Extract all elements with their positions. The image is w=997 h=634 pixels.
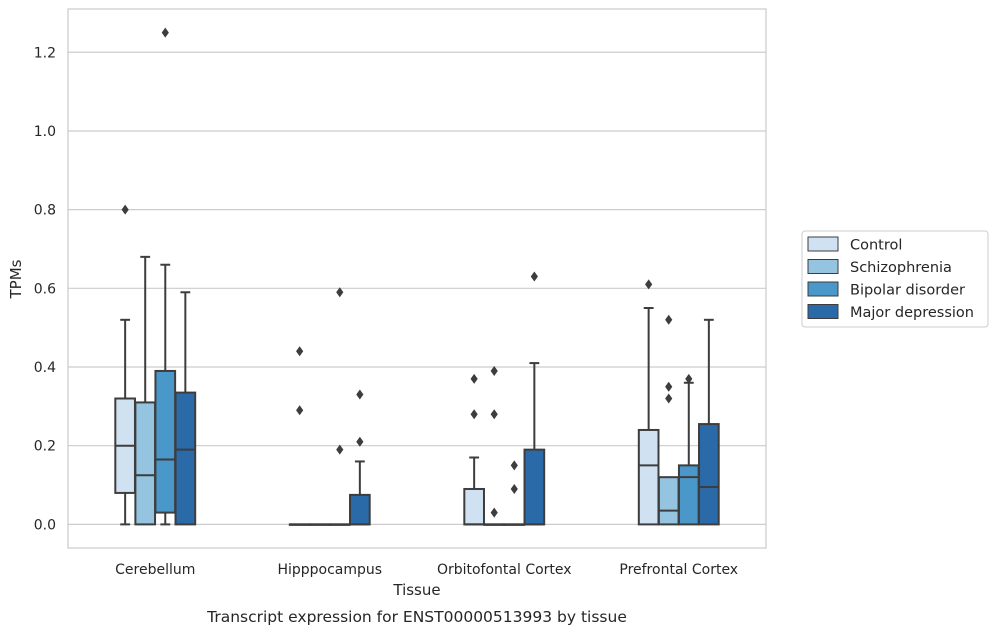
plot-frame <box>67 8 767 549</box>
outlier-point <box>121 204 129 215</box>
y-tick-label: 0.6 <box>34 281 56 297</box>
box-3-0 <box>174 291 197 526</box>
outlier-point <box>645 279 653 290</box>
outlier-point <box>490 409 498 420</box>
legend-swatch <box>807 304 839 319</box>
x-tick-label: Cerebellum <box>115 562 195 578</box>
outlier-point <box>470 409 478 420</box>
outlier-point <box>685 373 693 384</box>
outlier-point <box>470 373 478 384</box>
box-1-0 <box>134 255 157 526</box>
legend-swatch <box>807 281 839 297</box>
box-2-3 <box>677 373 700 526</box>
box-body <box>657 476 680 526</box>
y-tick-label: 0.8 <box>34 203 56 219</box>
box-3-2 <box>523 271 546 526</box>
y-tick-label: 0.2 <box>34 439 56 455</box>
chart-caption: Transcript expression for ENST0000051399… <box>206 608 627 626</box>
box-body <box>134 401 157 526</box>
box-2-0 <box>154 27 177 526</box>
outlier-point <box>665 314 673 325</box>
box-0-2 <box>463 373 485 526</box>
outlier-point <box>336 444 344 455</box>
legend-label: Schizophrenia <box>850 260 952 276</box>
outlier-point <box>161 27 169 38</box>
box-1-1 <box>308 523 331 526</box>
box-body <box>174 391 197 526</box>
legend-label: Bipolar disorder <box>850 283 965 299</box>
y-tick-label: 1.0 <box>34 124 56 140</box>
box-1-2 <box>483 365 506 526</box>
box-body <box>698 423 720 526</box>
legend: Control Schizophrenia Bipolar disorder Majo… <box>801 230 989 328</box>
box-body <box>677 464 700 526</box>
x-axis-label: Tissue <box>392 581 440 599</box>
outlier-point <box>510 483 518 494</box>
box-groups <box>114 27 720 526</box>
outlier-point <box>665 393 673 404</box>
legend-label: Major depression <box>850 305 974 321</box>
x-tick-labels: Cerebellum Hipppocampus Orbitofontal Corte… <box>115 562 738 578</box>
box-body <box>523 448 546 526</box>
outlier-point <box>296 346 304 357</box>
x-tick-label: Hipppocampus <box>277 562 382 578</box>
box-0-1 <box>288 346 311 526</box>
x-tick-label: Prefrontal Cortex <box>619 562 738 578</box>
legend-swatch <box>807 259 839 274</box>
outlier-point <box>336 287 344 298</box>
legend-swatch <box>807 236 839 252</box>
box-0-0 <box>114 204 136 526</box>
outlier-point <box>356 389 364 400</box>
y-axis-label: TPMs <box>7 259 25 299</box>
y-tick-labels: 0.0 0.2 0.4 0.6 0.8 1.0 1.2 <box>34 45 56 533</box>
legend-label: Control <box>850 238 902 254</box>
y-tick-label: 1.2 <box>34 45 56 61</box>
outlier-point <box>490 507 498 518</box>
box-3-1 <box>349 389 371 526</box>
box-body <box>154 369 177 514</box>
x-tick-label: Orbitofontal Cortex <box>437 562 572 578</box>
outlier-point <box>356 436 364 447</box>
box-body <box>463 487 485 526</box>
outlier-point <box>510 460 518 471</box>
y-tick-label: 0.0 <box>34 517 56 533</box>
box-body <box>637 428 660 526</box>
outlier-point <box>490 365 498 376</box>
y-tick-label: 0.4 <box>34 360 56 376</box>
box-3-3 <box>698 318 720 526</box>
outlier-point <box>296 405 304 416</box>
outlier-point <box>530 271 538 282</box>
legend-frame <box>801 230 989 328</box>
box-body <box>349 493 371 526</box>
legend-items: Control Schizophrenia Bipolar disorder Majo… <box>807 236 974 321</box>
outlier-point <box>665 381 673 392</box>
